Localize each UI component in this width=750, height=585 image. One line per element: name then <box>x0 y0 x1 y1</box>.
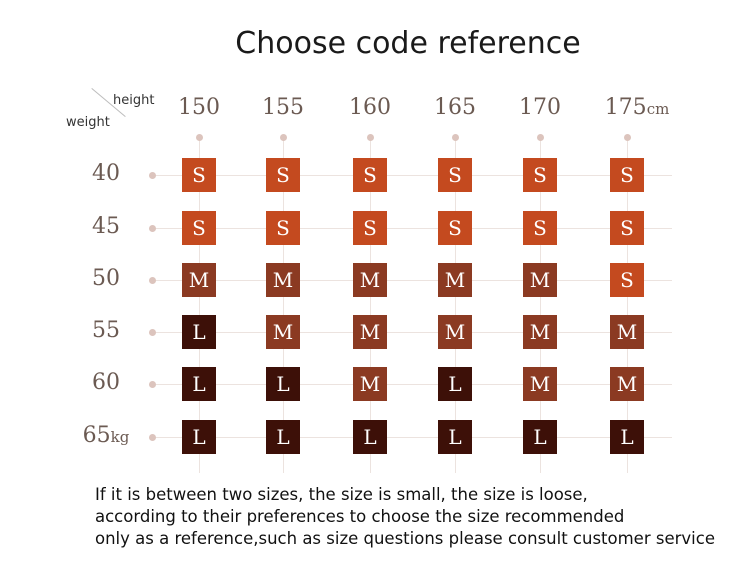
size-cell: L <box>266 367 300 401</box>
height-header: 160 <box>349 95 391 120</box>
note-line: according to their preferences to choose… <box>95 507 625 526</box>
size-cell: L <box>182 315 216 349</box>
weight-header: 65kg <box>82 423 130 448</box>
size-cell: M <box>353 367 387 401</box>
weight-header: 60 <box>92 370 120 395</box>
grid-line <box>150 332 672 333</box>
size-cell: S <box>353 211 387 245</box>
height-header: 175cm <box>604 95 670 120</box>
size-cell: S <box>266 211 300 245</box>
grid-line <box>150 437 672 438</box>
grid-line <box>150 280 672 281</box>
grid-line <box>150 384 672 385</box>
size-cell: S <box>182 158 216 192</box>
height-marker <box>537 134 544 141</box>
weight-marker <box>149 172 156 179</box>
size-cell: L <box>353 420 387 454</box>
size-cell: M <box>523 367 557 401</box>
size-cell: S <box>182 211 216 245</box>
size-cell: M <box>182 263 216 297</box>
size-cell: L <box>438 420 472 454</box>
height-marker <box>196 134 203 141</box>
height-unit: cm <box>646 100 670 118</box>
height-header: 170 <box>519 95 561 120</box>
weight-header: 45 <box>92 214 120 239</box>
grid-line <box>370 138 371 473</box>
size-cell: S <box>610 263 644 297</box>
weight-marker <box>149 329 156 336</box>
weight-unit: kg <box>110 428 130 446</box>
size-note: If it is between two sizes, the size is … <box>95 484 745 550</box>
size-cell: S <box>266 158 300 192</box>
grid-line <box>150 175 672 176</box>
page-title: Choose code reference <box>235 26 581 61</box>
size-cell: L <box>182 367 216 401</box>
weight-header: 40 <box>92 161 120 186</box>
grid-line <box>627 138 628 473</box>
height-marker <box>280 134 287 141</box>
weight-header: 50 <box>92 266 120 291</box>
grid-line <box>150 228 672 229</box>
size-cell: S <box>523 211 557 245</box>
size-cell: M <box>353 315 387 349</box>
size-cell: M <box>266 263 300 297</box>
size-cell: M <box>353 263 387 297</box>
size-cell: M <box>610 315 644 349</box>
size-cell: M <box>266 315 300 349</box>
height-marker <box>367 134 374 141</box>
height-marker <box>624 134 631 141</box>
size-cell: S <box>610 158 644 192</box>
weight-header: 55 <box>92 318 120 343</box>
size-cell: S <box>438 211 472 245</box>
note-line: only as a reference,such as size questio… <box>95 529 715 548</box>
size-cell: M <box>523 315 557 349</box>
height-marker <box>452 134 459 141</box>
size-cell: S <box>523 158 557 192</box>
size-cell: M <box>610 367 644 401</box>
size-cell: S <box>353 158 387 192</box>
grid-line <box>540 138 541 473</box>
grid-line <box>199 138 200 473</box>
height-header: 150 <box>178 95 220 120</box>
weight-marker <box>149 225 156 232</box>
size-cell: M <box>523 263 557 297</box>
size-cell: L <box>523 420 557 454</box>
weight-marker <box>149 381 156 388</box>
height-axis-label: height <box>113 93 155 108</box>
size-cell: S <box>610 211 644 245</box>
height-header: 155 <box>262 95 304 120</box>
weight-marker <box>149 434 156 441</box>
note-line: If it is between two sizes, the size is … <box>95 485 588 504</box>
size-cell: L <box>610 420 644 454</box>
size-cell: M <box>438 315 472 349</box>
size-cell: L <box>266 420 300 454</box>
grid-line <box>455 138 456 473</box>
grid-line <box>283 138 284 473</box>
weight-axis-label: weight <box>66 115 110 130</box>
size-cell: L <box>182 420 216 454</box>
height-header: 165 <box>434 95 476 120</box>
size-cell: L <box>438 367 472 401</box>
size-cell: M <box>438 263 472 297</box>
weight-marker <box>149 277 156 284</box>
size-cell: S <box>438 158 472 192</box>
